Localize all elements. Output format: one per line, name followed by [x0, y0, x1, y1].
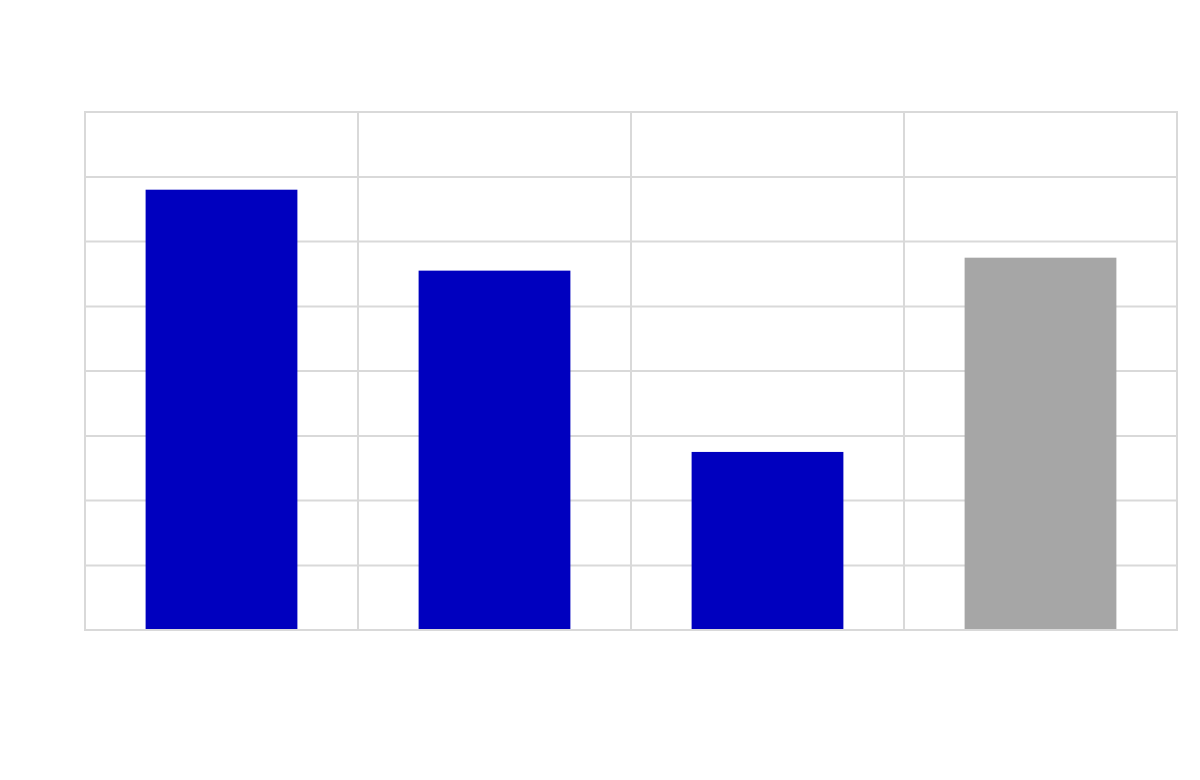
- bar-2: [418, 270, 571, 630]
- chart-bars: [145, 189, 1117, 630]
- plot-area-border: [84, 111, 1178, 631]
- bar-1: [145, 189, 298, 630]
- bar-4: [964, 257, 1117, 630]
- bar-3: [691, 451, 844, 630]
